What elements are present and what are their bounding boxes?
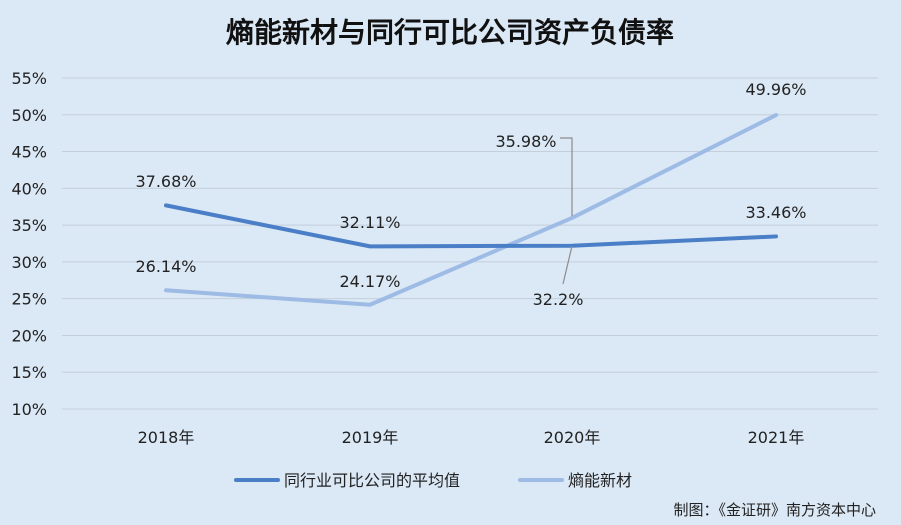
y-tick-label: 35% bbox=[11, 216, 47, 235]
y-tick-label: 45% bbox=[11, 143, 47, 162]
x-tick-label: 2021年 bbox=[748, 428, 805, 447]
chart-title: 熵能新材与同行可比公司资产负债率 bbox=[225, 16, 674, 49]
source-note: 制图：《金证研》南方资本中心 bbox=[673, 501, 876, 519]
data-label: 24.17% bbox=[339, 272, 400, 291]
data-label: 35.98% bbox=[495, 132, 556, 151]
y-tick-label: 30% bbox=[11, 253, 47, 272]
y-tick-label: 15% bbox=[11, 363, 47, 382]
x-tick-label: 2020年 bbox=[544, 428, 601, 447]
leader-line bbox=[562, 245, 573, 285]
x-tick-label: 2019年 bbox=[342, 428, 399, 447]
data-label: 49.96% bbox=[745, 80, 806, 99]
y-tick-label: 20% bbox=[11, 326, 47, 345]
y-tick-label: 50% bbox=[11, 106, 47, 125]
series-line bbox=[164, 113, 778, 307]
data-label: 32.2% bbox=[533, 290, 584, 309]
y-tick-label: 10% bbox=[11, 400, 47, 419]
data-label: 37.68% bbox=[135, 172, 196, 191]
legend-label: 熵能新材 bbox=[568, 471, 632, 490]
y-tick-label: 55% bbox=[11, 69, 47, 88]
y-tick-label: 40% bbox=[11, 179, 47, 198]
series-line bbox=[164, 203, 778, 249]
x-tick-label: 2018年 bbox=[138, 428, 195, 447]
y-tick-label: 25% bbox=[11, 290, 47, 309]
data-label: 26.14% bbox=[135, 257, 196, 276]
data-label: 33.46% bbox=[745, 203, 806, 222]
leader-line bbox=[560, 137, 573, 216]
legend-label: 同行业可比公司的平均值 bbox=[284, 471, 460, 490]
data-label: 32.11% bbox=[339, 213, 400, 232]
